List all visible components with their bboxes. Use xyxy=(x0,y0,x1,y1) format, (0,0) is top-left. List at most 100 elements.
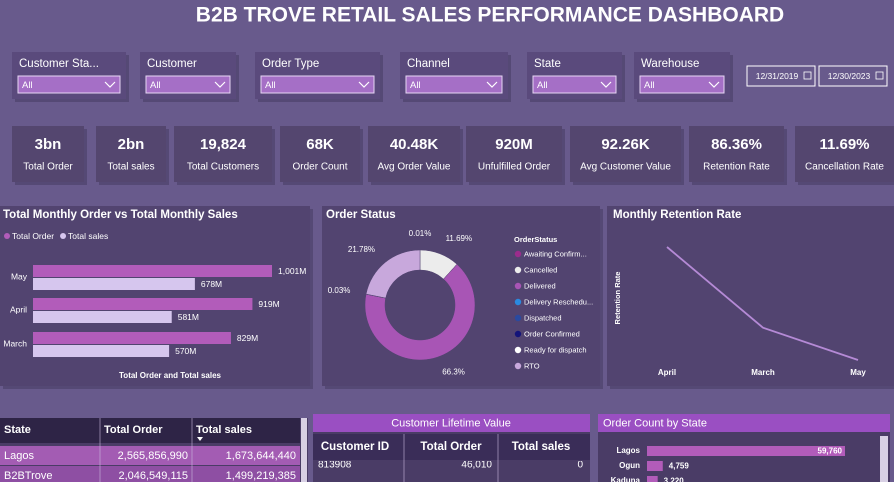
kpi-label: Avg Order Value xyxy=(377,162,450,173)
legend-marker xyxy=(514,314,522,322)
table-cell: 813908 xyxy=(318,460,352,471)
bar xyxy=(33,332,231,344)
legend-marker xyxy=(514,266,522,274)
legend-label: Ready for dispatch xyxy=(524,345,587,354)
data-label: 59,760 xyxy=(818,447,843,456)
panel xyxy=(96,126,166,182)
table-header xyxy=(313,434,590,460)
filter-label: Customer xyxy=(147,58,197,70)
table-cell: 46,010 xyxy=(461,460,492,471)
y-axis-title: Retention Rate xyxy=(613,272,622,325)
category-label: Ogun xyxy=(619,461,640,470)
date-value: 12/31/2019 xyxy=(756,71,799,81)
data-label: 21.78% xyxy=(348,245,375,254)
filter-dropdown[interactable] xyxy=(405,75,503,94)
filter-dropdown[interactable] xyxy=(145,75,231,94)
x-tick-label: March xyxy=(751,368,775,377)
chart-title: Order Status xyxy=(326,209,396,221)
filter-label: Customer Sta... xyxy=(19,58,99,70)
table-row[interactable] xyxy=(0,446,300,465)
filter-label: Order Type xyxy=(262,58,319,70)
data-label: 581M xyxy=(178,312,199,322)
filter-value: All xyxy=(410,80,421,91)
legend-label: Awaiting Confirm... xyxy=(524,249,587,258)
dropdown-chevron xyxy=(708,81,720,88)
table-cell: 2,046,549,115 xyxy=(118,470,188,482)
panel xyxy=(795,126,894,182)
kpi-label: Unfulfilled Order xyxy=(478,162,551,173)
date-value: 12/30/2023 xyxy=(828,71,871,81)
scrollbar xyxy=(301,418,307,482)
filter-dropdown[interactable] xyxy=(639,75,725,94)
filter-dropdown[interactable] xyxy=(532,75,617,94)
kpi-value: 86.36% xyxy=(711,136,762,153)
bar xyxy=(33,278,195,290)
panel xyxy=(607,206,894,386)
chart-title-bar xyxy=(598,414,890,432)
scrollbar xyxy=(880,436,888,482)
x-axis-title: Total Order and Total sales xyxy=(119,371,222,380)
column-header: Total sales xyxy=(512,441,571,453)
category-label: May xyxy=(11,271,28,281)
kpi-label: Avg Customer Value xyxy=(580,162,671,173)
data-label: 0.01% xyxy=(409,229,432,238)
date-input[interactable] xyxy=(818,65,888,87)
filter-value: All xyxy=(150,80,161,91)
dropdown-chevron xyxy=(486,81,498,88)
legend-label: Dispatched xyxy=(524,313,562,322)
data-label: 919M xyxy=(258,299,279,309)
legend-marker xyxy=(514,362,522,370)
column-header: Total Order xyxy=(104,424,163,436)
table-body: 813908 46,010 0 xyxy=(318,460,583,471)
dropdown-chevron xyxy=(214,81,226,88)
table-cell: Lagos xyxy=(4,450,34,462)
kpi-label: Total Order xyxy=(23,162,73,173)
column-header: Total sales xyxy=(196,424,252,436)
kpi-label: Cancellation Rate xyxy=(805,162,884,173)
column-header: Customer ID xyxy=(321,441,389,453)
table-row[interactable] xyxy=(0,466,300,482)
filter-label: State xyxy=(534,58,561,70)
filter-label: Channel xyxy=(407,58,450,70)
bar xyxy=(33,311,172,323)
filter-dropdown[interactable] xyxy=(17,75,121,94)
x-tick-label: April xyxy=(658,368,676,377)
data-label: 11.69% xyxy=(446,234,473,243)
kpi-value: 19,824 xyxy=(200,136,247,153)
bar xyxy=(647,476,658,482)
panel xyxy=(689,126,784,182)
filter-value: All xyxy=(644,80,655,91)
sort-indicator[interactable] xyxy=(197,437,203,441)
chart-title: Monthly Retention Rate xyxy=(613,209,741,221)
table-cell: 1,499,219,385 xyxy=(226,470,296,482)
data-label: 678M xyxy=(201,279,222,289)
kpi-value: 3bn xyxy=(35,136,62,153)
legend-marker xyxy=(514,330,522,338)
bar xyxy=(647,446,845,456)
kpi-label: Order Count xyxy=(292,162,347,173)
kpi-value: 920M xyxy=(495,136,533,153)
data-label: 0.03% xyxy=(328,286,351,295)
legend-label: Cancelled xyxy=(524,265,557,274)
category-label: April xyxy=(10,304,27,314)
legend-marker xyxy=(4,233,10,239)
legend-marker xyxy=(514,346,522,354)
chart-title: Order Count by State xyxy=(603,417,707,429)
table-cell: 1,673,644,440 xyxy=(226,450,296,462)
bar xyxy=(33,298,253,310)
table-cell: 0 xyxy=(577,460,583,471)
donut-slice xyxy=(364,263,476,361)
legend-title: OrderStatus xyxy=(514,235,557,244)
legend-label: Total sales xyxy=(68,231,108,241)
table-title: Customer Lifetime Value xyxy=(391,417,511,429)
dropdown-chevron xyxy=(104,81,116,88)
kpi-value: 11.69% xyxy=(819,136,869,153)
category-label: Lagos xyxy=(616,446,640,455)
legend-marker xyxy=(60,233,67,239)
panel xyxy=(570,126,681,182)
date-input[interactable] xyxy=(746,65,816,87)
filter-dropdown[interactable] xyxy=(260,75,375,94)
filter-value: All xyxy=(537,80,548,91)
